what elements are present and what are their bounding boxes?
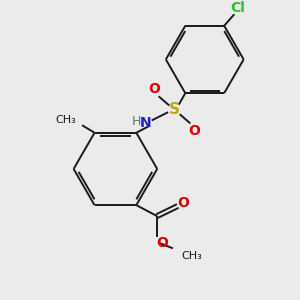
- Text: O: O: [178, 196, 190, 210]
- Text: S: S: [169, 102, 180, 117]
- Text: O: O: [189, 124, 201, 138]
- Text: Cl: Cl: [231, 1, 245, 15]
- Text: N: N: [140, 116, 151, 130]
- Text: CH₃: CH₃: [55, 116, 76, 125]
- Text: H: H: [131, 115, 141, 128]
- Text: CH₃: CH₃: [182, 250, 202, 261]
- Text: O: O: [148, 82, 160, 96]
- Text: O: O: [156, 236, 168, 250]
